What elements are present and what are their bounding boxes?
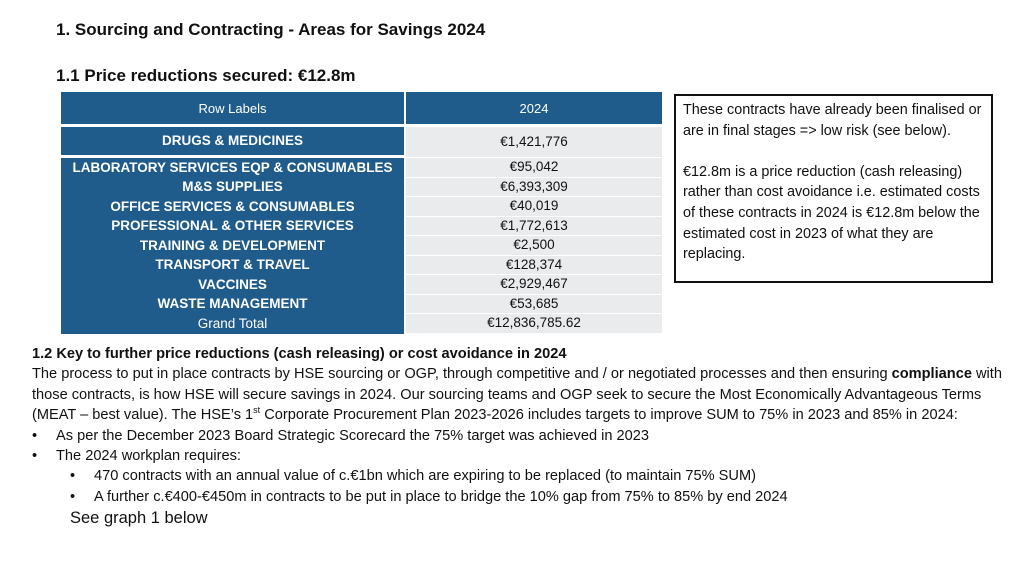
row-label: M&S SUPPLIES bbox=[61, 177, 406, 197]
row-label: DRUGS & MEDICINES bbox=[61, 127, 406, 158]
paragraph-text: The process to put in place contracts by… bbox=[32, 366, 888, 383]
list-item: As per the December 2023 Board Strategic… bbox=[32, 426, 1007, 447]
row-value: €95,042 bbox=[406, 158, 662, 178]
paragraph-text: Corporate Procurement Plan 2023-2026 inc… bbox=[264, 407, 958, 424]
row-value: €128,374 bbox=[406, 255, 662, 275]
table-row: DRUGS & MEDICINES €1,421,776 bbox=[61, 127, 662, 158]
row-label: OFFICE SERVICES & CONSUMABLES bbox=[61, 197, 406, 217]
row-label: PROFESSIONAL & OTHER SERVICES bbox=[61, 216, 406, 236]
page-title: 1. Sourcing and Contracting - Areas for … bbox=[56, 20, 486, 39]
row-label: WASTE MANAGEMENT bbox=[61, 294, 406, 314]
section-heading-key-reductions: 1.2 Key to further price reductions (cas… bbox=[32, 346, 567, 362]
table-row: VACCINES €2,929,467 bbox=[61, 275, 662, 295]
column-header-2024: 2024 bbox=[406, 92, 662, 127]
table-row: WASTE MANAGEMENT €53,685 bbox=[61, 294, 662, 314]
table-row: LABORATORY SERVICES EQP & CONSUMABLES €9… bbox=[61, 158, 662, 178]
table-row: PROFESSIONAL & OTHER SERVICES €1,772,613 bbox=[61, 216, 662, 236]
table-header-row: Row Labels 2024 bbox=[61, 92, 662, 127]
table-row: OFFICE SERVICES & CONSUMABLES €40,019 bbox=[61, 197, 662, 217]
compliance-emphasis: compliance bbox=[891, 366, 972, 383]
note-paragraph-risk: These contracts have already been finali… bbox=[683, 102, 982, 139]
sub-list-item: A further c.€400-€450m in contracts to b… bbox=[32, 487, 1007, 508]
row-value: €1,772,613 bbox=[406, 216, 662, 236]
grand-total-value: €12,836,785.62 bbox=[406, 314, 662, 334]
row-value: €40,019 bbox=[406, 197, 662, 217]
row-label: TRANSPORT & TRAVEL bbox=[61, 255, 406, 275]
paragraph-text: with those contracts, is how HSE will se… bbox=[32, 366, 1002, 424]
further-reductions-section: 1.2 Key to further price reductions (cas… bbox=[32, 344, 1007, 529]
column-header-row-labels: Row Labels bbox=[61, 92, 406, 127]
row-value: €53,685 bbox=[406, 294, 662, 314]
see-graph-reference: See graph 1 below bbox=[70, 509, 208, 528]
row-value: €2,929,467 bbox=[406, 275, 662, 295]
row-label: VACCINES bbox=[61, 275, 406, 295]
risk-note-box: These contracts have already been finali… bbox=[674, 94, 993, 283]
row-label: TRAINING & DEVELOPMENT bbox=[61, 236, 406, 256]
savings-table: Row Labels 2024 DRUGS & MEDICINES €1,421… bbox=[61, 92, 662, 334]
table-total-row: Grand Total €12,836,785.62 bbox=[61, 314, 662, 334]
table-row: TRANSPORT & TRAVEL €128,374 bbox=[61, 255, 662, 275]
list-item: The 2024 workplan requires: bbox=[32, 446, 1007, 467]
table-row: M&S SUPPLIES €6,393,309 bbox=[61, 177, 662, 197]
row-label: LABORATORY SERVICES EQP & CONSUMABLES bbox=[61, 158, 406, 178]
process-paragraph: The process to put in place contracts by… bbox=[32, 364, 1007, 425]
row-value: €6,393,309 bbox=[406, 177, 662, 197]
bullet-list: As per the December 2023 Board Strategic… bbox=[32, 426, 1007, 508]
section-heading-price-reductions: 1.1 Price reductions secured: €12.8m bbox=[56, 66, 356, 85]
row-value: €1,421,776 bbox=[406, 127, 662, 158]
row-value: €2,500 bbox=[406, 236, 662, 256]
note-paragraph-price-reduction: €12.8m is a price reduction (cash releas… bbox=[683, 163, 980, 263]
ordinal-suffix: st bbox=[253, 405, 261, 416]
grand-total-label: Grand Total bbox=[61, 314, 406, 334]
sub-list-item: 470 contracts with an annual value of c.… bbox=[32, 466, 1007, 487]
table-row: TRAINING & DEVELOPMENT €2,500 bbox=[61, 236, 662, 256]
